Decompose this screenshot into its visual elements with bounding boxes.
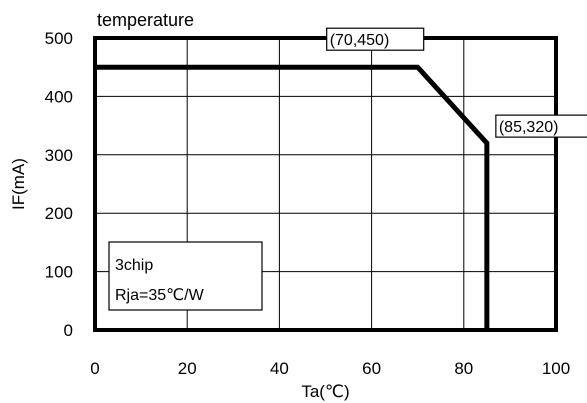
x-tick-labels: 0 20 40 60 80 100 <box>90 359 570 378</box>
annotation-85-320: (85,320) <box>495 114 587 138</box>
x-tick-label: 100 <box>542 359 570 378</box>
x-tick-label: 20 <box>178 359 197 378</box>
series-line <box>95 64 490 330</box>
x-tick-label: 0 <box>90 359 99 378</box>
chip-note: 3chip Rja=35℃/W <box>108 241 263 311</box>
annotation-70-450-box <box>326 27 425 51</box>
y-tick-labels: 0 100 200 300 400 500 <box>45 29 73 340</box>
plot-frame <box>93 36 558 332</box>
y-tick-label: 500 <box>45 29 73 48</box>
chip-note-line-2: Rja=35℃/W <box>115 287 205 304</box>
y-tick-label: 300 <box>45 146 73 165</box>
annotation-85-320-label: (85,320) <box>499 119 559 136</box>
y-tick-label: 400 <box>45 87 73 106</box>
annotation-85-320-box <box>495 114 587 138</box>
chart-title: temperature <box>97 10 194 30</box>
y-axis-label: IF(mA) <box>9 158 28 210</box>
y-tick-label: 0 <box>64 321 73 340</box>
annotation-70-450-label: (70,450) <box>330 32 390 49</box>
x-tick-label: 40 <box>270 359 289 378</box>
x-tick-label: 80 <box>454 359 473 378</box>
chip-note-line-1: 3chip <box>115 257 153 274</box>
y-tick-label: 100 <box>45 263 73 282</box>
x-axis-label: Ta(℃) <box>301 382 349 401</box>
x-tick-label: 60 <box>362 359 381 378</box>
annotation-70-450: (70,450) <box>326 27 425 51</box>
chip-note-box <box>108 241 263 311</box>
y-tick-label: 200 <box>45 204 73 223</box>
